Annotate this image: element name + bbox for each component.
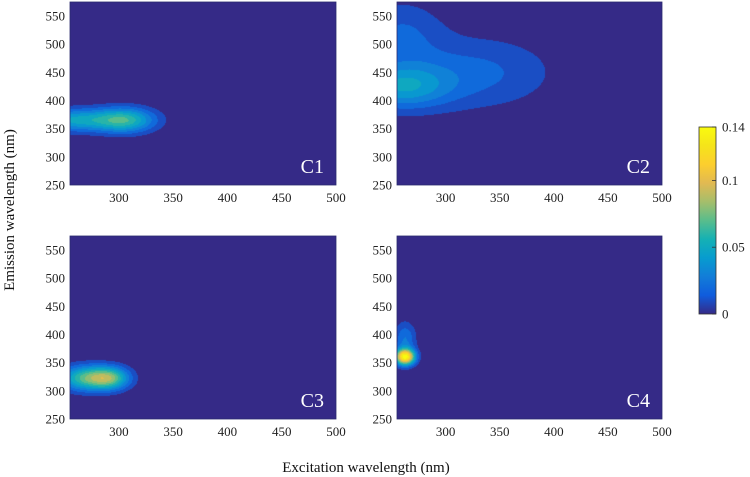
panel-c4: 300 350 400 450 500 250 300 350 400 450 500 550 C4 — [373, 235, 672, 439]
contour-map-c3 — [70, 236, 336, 419]
panels: 300 350 400 450 500250300350400450500550C130… — [46, 1, 672, 439]
x-tick-label: 400 — [544, 424, 564, 439]
panel-c2: 300 350 400 450 500 250 300 350 400 450 500 550 C2 — [373, 1, 672, 205]
x-tick-label: 500 — [326, 424, 346, 439]
x-tick-label: 350 — [490, 190, 510, 205]
y-tick-label: 550 — [46, 243, 66, 258]
x-tick-label: 450 — [272, 190, 292, 205]
y-tick-label: 500 — [373, 37, 393, 52]
panel-c1: 300 350 400 450 500 250 300 350 400 450 500 550 C1 — [46, 1, 346, 205]
y-tick-label: 300 — [46, 383, 66, 398]
x-tick-label: 300 — [109, 424, 129, 439]
contour-map-c1 — [70, 2, 336, 185]
y-axis-title: Emission wavelength (nm) — [2, 129, 18, 291]
y-tick-label: 250 — [46, 412, 66, 427]
x-tick-label: 350 — [490, 424, 510, 439]
x-tick-label: 500 — [326, 190, 346, 205]
panel-label: C2 — [627, 156, 650, 178]
y-tick-label: 300 — [46, 149, 66, 164]
x-tick-label: 450 — [598, 190, 618, 205]
y-tick-label: 350 — [373, 355, 393, 370]
panel-label: C4 — [627, 390, 650, 412]
x-tick-label: 450 — [598, 424, 618, 439]
contour-map-c2 — [397, 2, 662, 185]
panel-label: C3 — [301, 390, 324, 412]
y-tick-label: 450 — [46, 65, 66, 80]
y-tick-label: 250 — [46, 178, 66, 193]
y-tick-label: 500 — [46, 37, 66, 52]
y-tick-label: 550 — [373, 9, 393, 24]
x-tick-label: 400 — [544, 190, 564, 205]
y-tick-label: 250 — [373, 412, 393, 427]
y-tick-label: 400 — [46, 93, 66, 108]
y-tick-label: 350 — [46, 355, 66, 370]
panel-frame — [69, 1, 337, 186]
colorbar-tick-label: 0.1 — [722, 173, 738, 188]
x-tick-label: 500 — [652, 190, 672, 205]
panel-label: C1 — [301, 156, 324, 178]
panel-frame — [69, 235, 337, 420]
y-tick-label: 450 — [46, 299, 66, 314]
y-tick-label: 350 — [373, 121, 393, 136]
colorbar-gradient — [698, 126, 717, 315]
x-tick-label: 400 — [218, 424, 238, 439]
x-tick-label: 300 — [436, 190, 456, 205]
x-tick-label: 300 — [109, 190, 129, 205]
panel-frame — [396, 235, 663, 420]
y-tick-label: 300 — [373, 149, 393, 164]
y-tick-label: 250 — [373, 178, 393, 193]
y-tick-label: 350 — [46, 121, 66, 136]
x-tick-label: 400 — [218, 190, 238, 205]
panel-c3: 300 350 400 450 500 250 300 350 400 450 500 550 C3 — [46, 235, 346, 439]
y-tick-label: 500 — [46, 271, 66, 286]
x-tick-label: 450 — [272, 424, 292, 439]
colorbar-tick-label: 0 — [722, 307, 729, 322]
colorbar: 0 0.05 0.1 0.14 — [698, 120, 745, 322]
y-tick-label: 400 — [373, 327, 393, 342]
colorbar-tick-label: 0.14 — [722, 120, 745, 135]
y-tick-label: 400 — [46, 327, 66, 342]
y-tick-label: 450 — [373, 65, 393, 80]
x-tick-label: 500 — [652, 424, 672, 439]
y-tick-label: 400 — [373, 93, 393, 108]
y-tick-label: 300 — [373, 383, 393, 398]
x-tick-label: 350 — [163, 424, 183, 439]
x-axis-title: Excitation wavelength (nm) — [282, 460, 449, 476]
colorbar-tick-label: 0.05 — [722, 240, 745, 255]
x-tick-label: 350 — [163, 190, 183, 205]
x-tick-label: 300 — [436, 424, 456, 439]
y-tick-label: 550 — [373, 243, 393, 258]
panel-frame — [396, 1, 663, 186]
contour-map-c4 — [397, 236, 662, 419]
y-tick-label: 500 — [373, 271, 393, 286]
y-tick-label: 550 — [46, 9, 66, 24]
y-tick-label: 450 — [373, 299, 393, 314]
